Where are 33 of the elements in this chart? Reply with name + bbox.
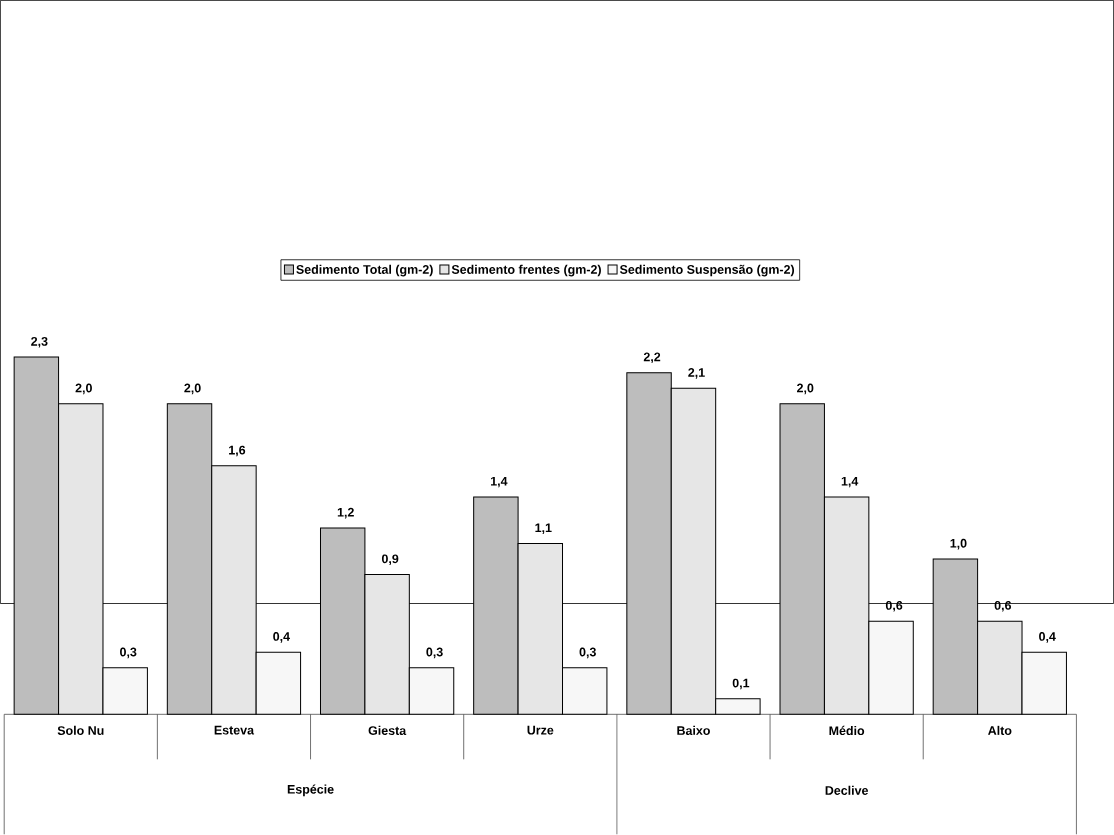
data-label: 0,3 (579, 647, 596, 659)
x-tick-label: Solo Nu (57, 725, 104, 736)
x-tick-label: Médio (829, 725, 865, 736)
data-label: 0,9 (381, 554, 399, 566)
text: Espécie (287, 784, 334, 797)
data-label: 0,4 (1039, 632, 1056, 643)
data-label: 2,0 (75, 383, 92, 395)
data-label: 0,3 (426, 647, 443, 659)
legend-label: Sedimento Suspensão (gm-2) (619, 264, 795, 277)
data-label: 1,1 (535, 523, 552, 535)
data-label: 1,4 (491, 477, 508, 488)
data-label: 1,4 (841, 477, 859, 488)
data-label: 1,2 (337, 507, 354, 519)
data-label: 0,4 (273, 632, 290, 643)
x-tick-label: Baixo (677, 725, 710, 736)
x-tick-label: Urze (527, 725, 554, 735)
x-tick-label: Alto (988, 725, 1012, 736)
data-label: 2,0 (184, 383, 201, 395)
data-label: 1,0 (950, 539, 967, 550)
data-label: 2,3 (31, 337, 48, 348)
text: Declive (825, 785, 869, 796)
data-label: 1,6 (229, 445, 246, 457)
x-tick-label: Esteva (214, 725, 255, 735)
data-label: 0,6 (885, 601, 903, 612)
data-label: 0,6 (994, 601, 1012, 612)
x-tick-label: Giesta (368, 725, 407, 736)
legend-label: Sedimento Total (gm-2) (296, 264, 433, 277)
data-label: 2,1 (688, 368, 705, 379)
data-label: 2,2 (643, 352, 661, 364)
legend-label: Sedimento frentes (gm-2) (451, 264, 601, 277)
data-label: 0,1 (732, 678, 750, 690)
data-label: 0,3 (120, 647, 137, 659)
data-label: 2,0 (797, 383, 814, 395)
